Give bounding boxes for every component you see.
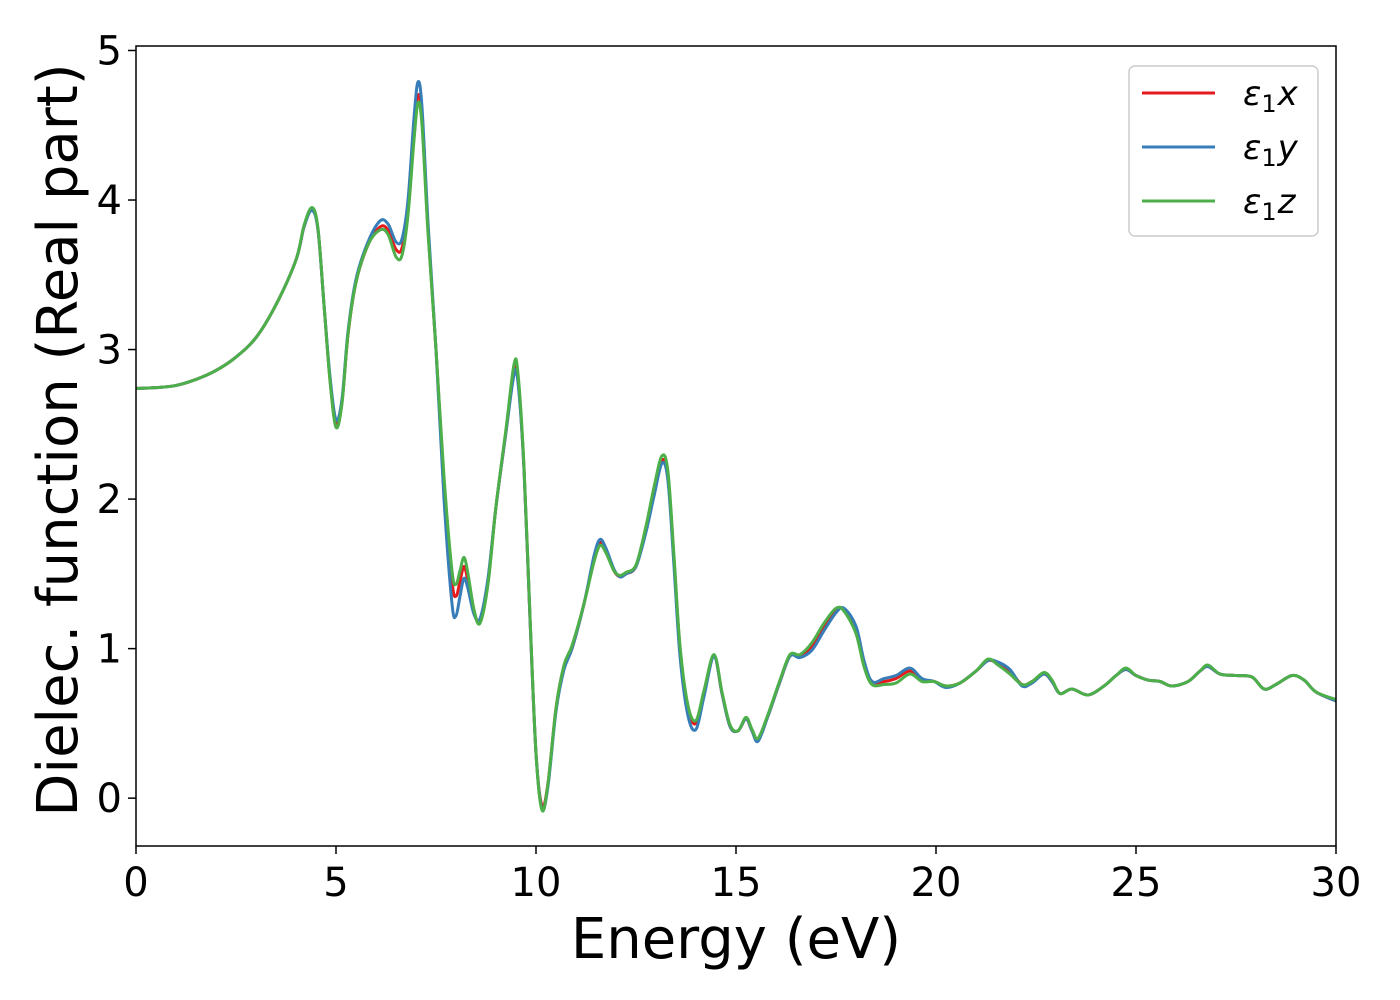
legend-box <box>1128 65 1319 237</box>
legend-label: ε1y <box>1243 128 1299 172</box>
x-tick-label: 5 <box>323 860 348 906</box>
x-tick-label: 10 <box>511 860 562 906</box>
x-tick-label: 15 <box>711 860 762 906</box>
plot-frame <box>135 45 1337 847</box>
x-tick-label: 25 <box>1111 860 1162 906</box>
y-tick-label: 0 <box>97 776 122 822</box>
legend-label: ε1z <box>1243 182 1297 226</box>
y-tick-label: 5 <box>97 28 122 74</box>
tick-layer: 0 5 10 15 20 25 30 0 1 2 3 4 5 <box>97 28 1362 906</box>
x-tick-label: 30 <box>1311 860 1362 906</box>
y-tick-label: 1 <box>97 627 122 673</box>
y-tick-label: 2 <box>97 477 122 523</box>
series-line-epsilon1z <box>136 100 1336 813</box>
y-tick-label: 4 <box>97 178 122 224</box>
legend-label: ε1x <box>1243 74 1299 118</box>
y-axis-title: Dielec. function (Real part) <box>26 63 91 816</box>
y-tick-label: 3 <box>97 328 122 374</box>
x-tick-label: 20 <box>911 860 962 906</box>
x-tick-label: 0 <box>123 860 148 906</box>
legend: ε1x ε1y ε1z <box>1128 65 1319 237</box>
x-axis-title: Energy (eV) <box>571 907 901 972</box>
series-layer <box>136 80 1336 813</box>
